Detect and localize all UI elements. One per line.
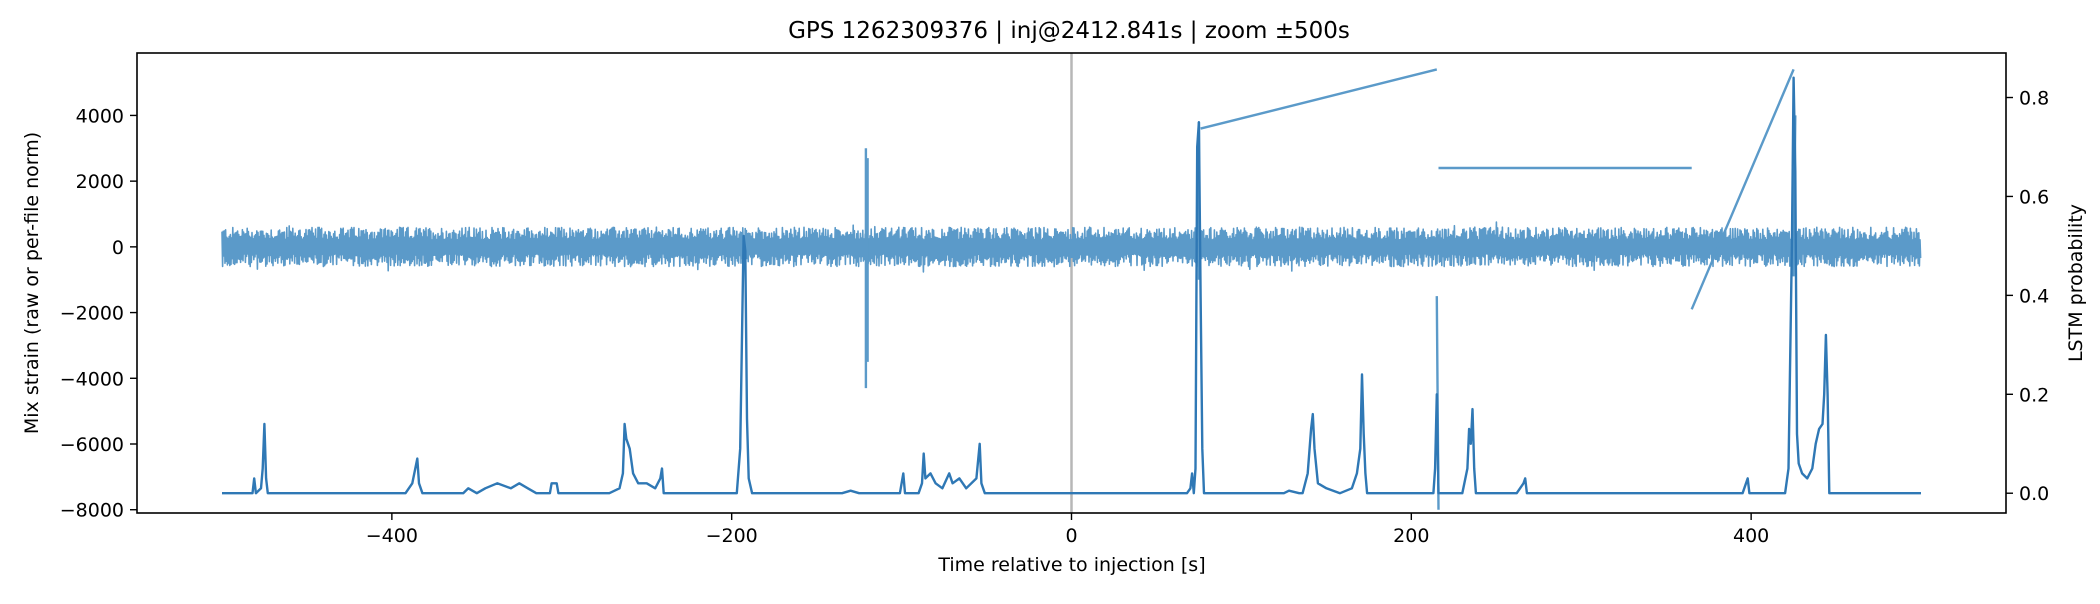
- plot-area: −400 −200 0 200 400−8000−6000−4000−200002000…: [60, 52, 2049, 547]
- x-tick-label: 400: [1733, 525, 1769, 547]
- y2-tick-label: 0.4: [2019, 285, 2049, 307]
- strain-glitch-spikes: [744, 68, 1797, 510]
- x-axis-label: Time relative to injection [s]: [937, 554, 1205, 576]
- y-tick-label: −6000: [60, 434, 124, 456]
- y-tick-label: 2000: [76, 171, 124, 193]
- x-tick-label: 200: [1393, 525, 1429, 547]
- strain-noise-line: [221, 221, 1922, 273]
- y-tick-label: −4000: [60, 368, 124, 390]
- y-axis-label: Mix strain (raw or per-file norm): [21, 132, 43, 434]
- y-tick-label: 0: [112, 237, 124, 259]
- x-tick-label: −400: [366, 525, 418, 547]
- y2-tick-label: 0.2: [2019, 384, 2049, 406]
- x-tick-label: −200: [706, 525, 758, 547]
- lstm-probability-line: [222, 76, 1921, 495]
- chart-title: GPS 1262309376 | inj@2412.841s | zoom ±5…: [788, 18, 1350, 44]
- y-tick-label: −8000: [60, 500, 124, 522]
- y2-axis-label: LSTM probability: [2065, 204, 2087, 362]
- y2-tick-label: 0.8: [2019, 88, 2049, 110]
- y-tick-label: −2000: [60, 303, 124, 325]
- y-tick-label: 4000: [76, 105, 124, 127]
- y2-tick-label: 0.0: [2019, 483, 2049, 505]
- y2-tick-label: 0.6: [2019, 186, 2049, 208]
- x-tick-label: 0: [1065, 525, 1077, 547]
